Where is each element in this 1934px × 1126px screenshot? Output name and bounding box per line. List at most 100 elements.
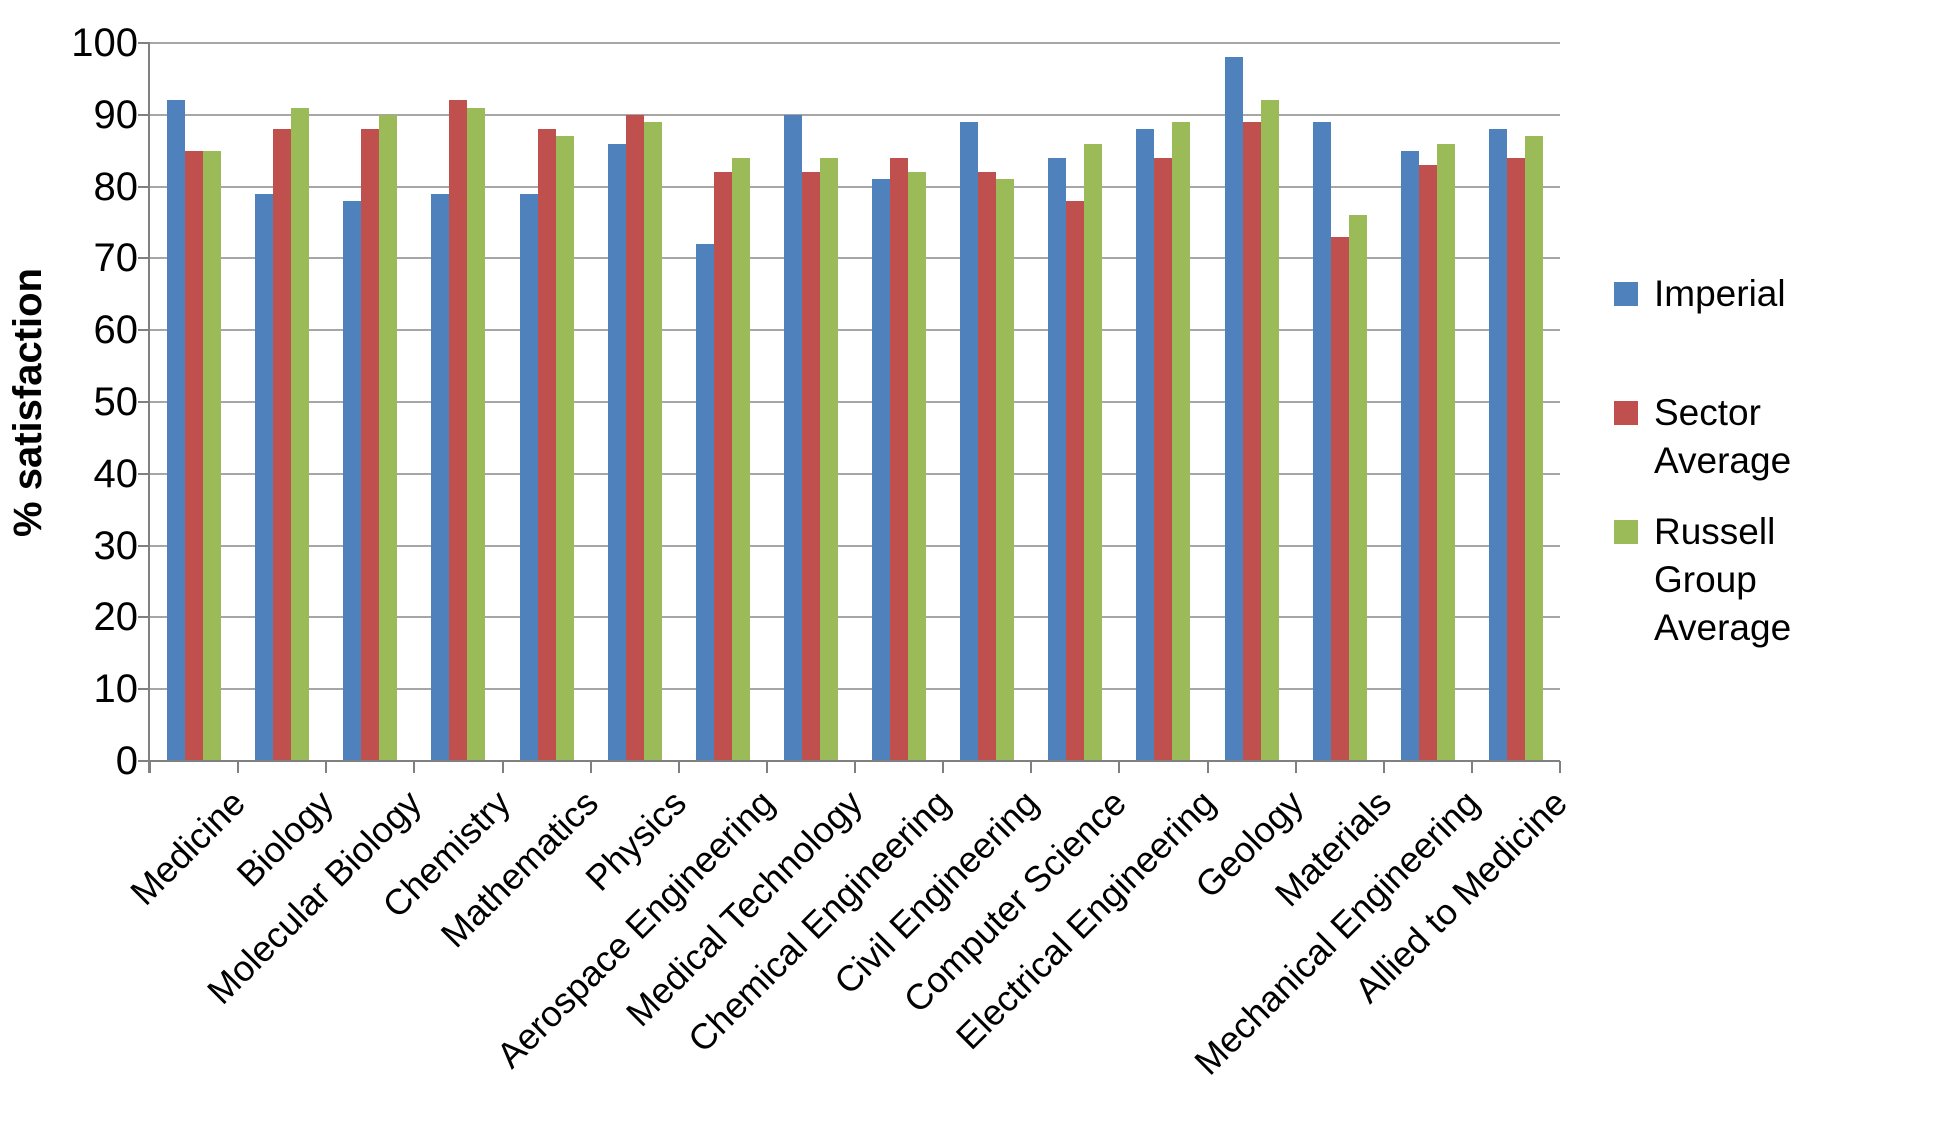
legend-label: Imperial (1654, 273, 1786, 314)
bar (379, 114, 398, 761)
legend-label: Russell Group Average (1654, 511, 1792, 648)
plot-area (150, 42, 1560, 761)
bar (1260, 100, 1279, 761)
gridline (150, 616, 1560, 619)
bar (713, 172, 732, 761)
y-axis-tick-label: 10 (93, 667, 139, 712)
bar (273, 129, 292, 761)
bar (1506, 157, 1525, 761)
y-axis-tick-label: 20 (93, 595, 139, 640)
bar (1524, 136, 1543, 761)
bar-group (1031, 43, 1119, 761)
gridline (150, 113, 1560, 116)
y-axis-tick-label: 100 (71, 21, 138, 65)
bar-group (503, 43, 591, 761)
y-axis-tick-label: 40 (93, 451, 139, 496)
legend-swatch (1614, 401, 1638, 425)
bar-group (238, 43, 326, 761)
bar (167, 100, 186, 761)
gridline (150, 688, 1560, 691)
bar-group (1384, 43, 1472, 761)
bar (1488, 129, 1507, 761)
x-axis-tick (149, 761, 151, 773)
y-axis-tick-label: 70 (93, 236, 139, 281)
x-axis-tick (237, 761, 240, 773)
bar (1154, 157, 1173, 761)
bar-group (591, 43, 679, 761)
bar (431, 193, 450, 761)
legend-item: Imperial (1614, 270, 1786, 318)
y-axis-tick (138, 185, 150, 188)
x-axis-tick (765, 761, 768, 773)
bar (467, 107, 486, 761)
y-axis-tick (138, 616, 150, 619)
x-axis-tick (325, 761, 328, 773)
bar-group (150, 43, 238, 761)
bar (291, 107, 310, 761)
y-axis-tick (138, 42, 150, 44)
bar-group (855, 43, 943, 761)
bar (819, 157, 838, 761)
gridline (150, 472, 1560, 475)
x-axis-tick (677, 761, 680, 773)
bar-group (679, 43, 767, 761)
bar-group (1296, 43, 1384, 761)
gridline (150, 329, 1560, 332)
x-axis-tick (942, 761, 945, 773)
x-axis-tick (1470, 761, 1473, 773)
y-axis-tick-label: 50 (93, 380, 139, 424)
y-axis-tick (138, 257, 150, 260)
gridline (150, 185, 1560, 188)
bar (996, 179, 1015, 761)
bar-group (414, 43, 502, 761)
bar (1436, 143, 1455, 761)
gridline (150, 42, 1560, 44)
x-axis-tick (1206, 761, 1209, 773)
x-axis-tick (1382, 761, 1385, 773)
gridline (150, 544, 1560, 547)
bar (343, 200, 362, 761)
bar (1418, 165, 1437, 761)
y-axis-tick (138, 544, 150, 547)
bar (185, 150, 204, 761)
bar-group (1119, 43, 1207, 761)
bar-group (767, 43, 855, 761)
legend-item: Sector Average (1614, 389, 1791, 485)
x-axis-tick (413, 761, 416, 773)
bar (361, 129, 380, 761)
bar (607, 143, 626, 761)
bar (783, 114, 802, 761)
y-axis-tick-label: 30 (93, 523, 139, 568)
bar (1136, 129, 1155, 761)
y-axis-tick (138, 401, 150, 403)
y-axis-tick (138, 329, 150, 332)
legend-item: Russell Group Average (1614, 508, 1791, 652)
bar (555, 136, 574, 761)
y-axis-tick-label: 80 (93, 164, 139, 209)
bar (1224, 57, 1243, 761)
bar (872, 179, 891, 761)
y-axis-tick-label: 0 (115, 739, 138, 783)
bar (625, 114, 644, 761)
bar (908, 172, 927, 761)
y-axis-line (148, 43, 150, 773)
gridline (150, 401, 1560, 403)
bar (1400, 150, 1419, 761)
bar (1312, 121, 1331, 761)
bar (1048, 157, 1067, 761)
bar (643, 121, 662, 761)
bar (1242, 121, 1261, 761)
bar (1330, 236, 1349, 761)
y-axis-tick (138, 113, 150, 116)
y-axis-tick (138, 760, 150, 762)
bar-group (1208, 43, 1296, 761)
bar (1084, 143, 1103, 761)
bar (1348, 215, 1367, 761)
x-axis-tick (501, 761, 504, 773)
y-axis-tick-label: 90 (93, 92, 139, 137)
legend-swatch (1614, 520, 1638, 544)
legend-label: Sector Average (1654, 392, 1792, 481)
bar-group (943, 43, 1031, 761)
x-axis-tick (1118, 761, 1121, 773)
